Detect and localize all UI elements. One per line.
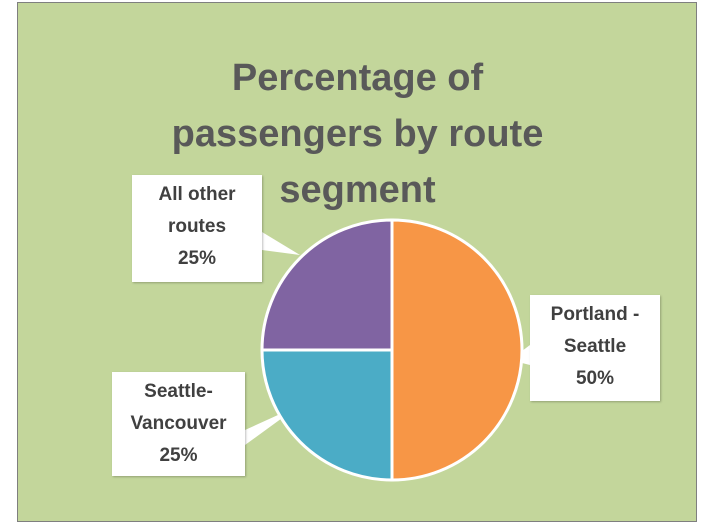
value-label: 25% [159,445,198,466]
pie-slice [260,218,394,352]
data-label: Portland - Seattle 50% [530,295,660,401]
category-label: All other routes [158,184,236,237]
value-label: 25% [177,248,217,269]
callout-pointer [262,232,300,255]
data-label: All other routes 25% [132,175,262,282]
pie-slice [260,348,394,482]
category-label: Portland - Seattle [550,304,640,357]
category-label: Seattle-Vancouver [130,381,227,434]
chart-title: Percentage of passengers by route segmen… [171,57,544,211]
value-label: 50% [575,368,615,389]
data-label: Seattle-Vancouver 25% [112,372,245,476]
pie-slice [390,218,524,482]
